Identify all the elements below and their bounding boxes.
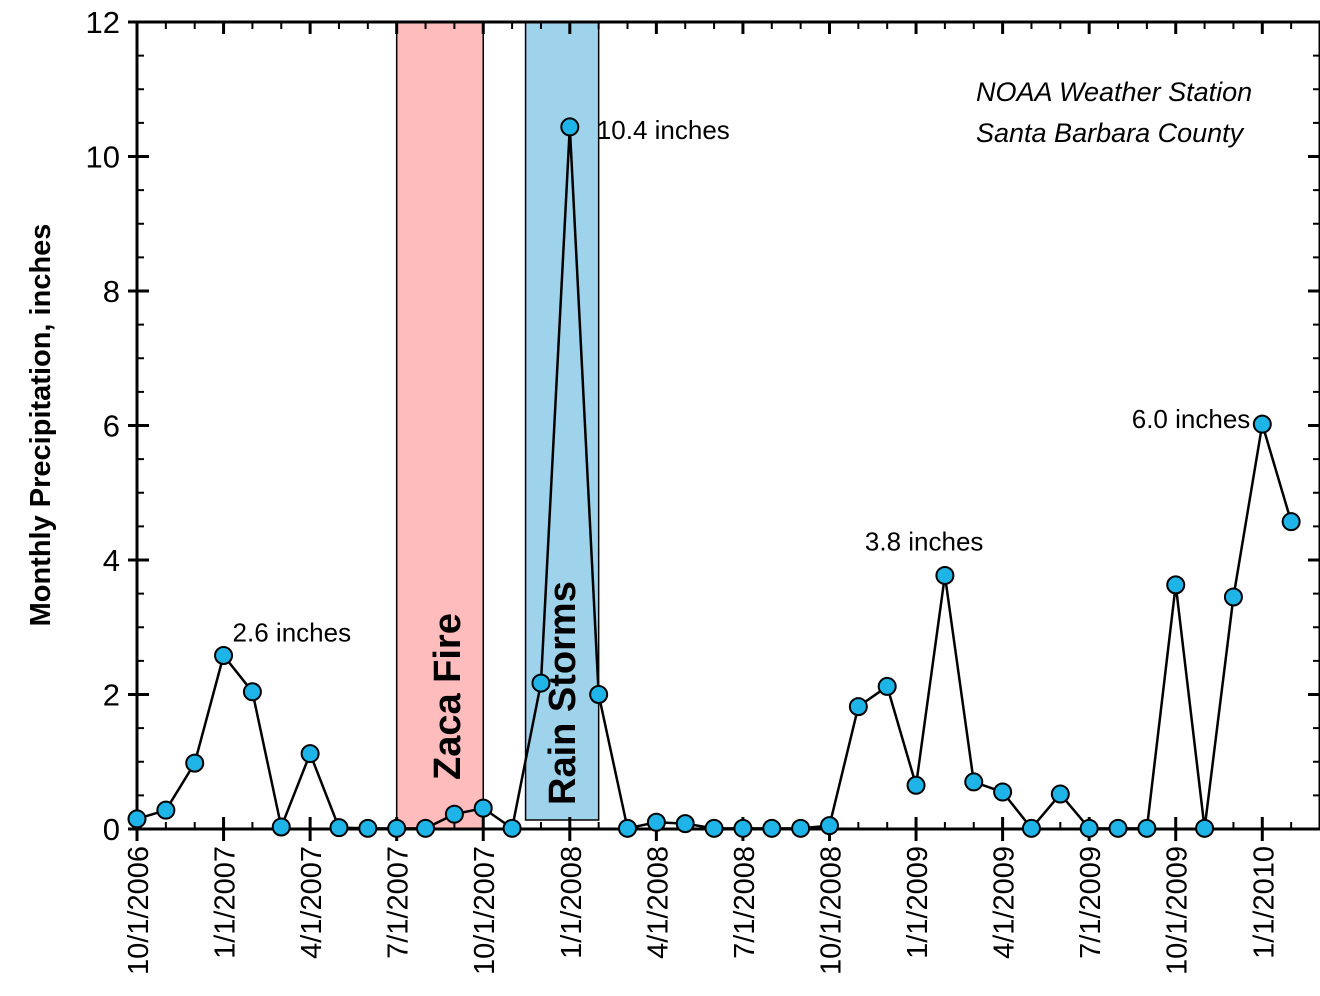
x-tick-label: 10/1/2006	[123, 846, 155, 975]
station-label: Santa Barbara County	[976, 118, 1245, 148]
data-point	[127, 809, 147, 829]
band-label: Zaca Fire	[427, 613, 469, 780]
data-point	[618, 818, 638, 838]
data-annotation: 6.0 inches	[1132, 404, 1251, 434]
y-tick-label: 6	[103, 409, 120, 444]
data-point	[1137, 818, 1157, 838]
y-axis-title: Monthly Precipitation, inches	[25, 224, 57, 627]
data-point	[1281, 512, 1301, 532]
data-point	[935, 565, 955, 585]
data-point	[791, 818, 811, 838]
data-point	[646, 812, 666, 832]
data-point	[993, 782, 1013, 802]
data-point	[387, 818, 407, 838]
data-point	[444, 804, 464, 824]
x-tick-label: 4/1/2009	[989, 846, 1021, 959]
data-point	[473, 798, 493, 818]
series-line	[136, 126, 1293, 832]
x-tick-label: 1/1/2008	[556, 846, 588, 959]
data-annotation: 3.8 inches	[865, 526, 984, 556]
station-label: NOAA Weather Station	[976, 77, 1252, 107]
y-tick-label: 0	[103, 812, 120, 847]
data-point	[848, 697, 868, 717]
band-label: Rain Storms	[542, 581, 584, 805]
axes: 0 2 4 6 8 10 12 10/1/2006 1/1/2007 4/1/2007 7/1/20…	[86, 5, 1320, 975]
x-tick-label: 7/1/2009	[1075, 846, 1107, 959]
data-point	[1252, 414, 1272, 434]
data-point	[1021, 818, 1041, 838]
x-tick-label: 10/1/2008	[815, 846, 847, 975]
x-tick-label: 10/1/2007	[469, 846, 501, 975]
y-tick-label: 4	[103, 543, 120, 578]
data-point	[560, 117, 580, 137]
x-tick-label: 7/1/2008	[729, 846, 761, 959]
data-point	[589, 685, 609, 704]
x-tick-label: 10/1/2009	[1162, 846, 1194, 975]
y-tick-label: 12	[86, 5, 120, 40]
data-point	[300, 744, 320, 764]
data-point	[1223, 587, 1243, 607]
data-point	[531, 673, 551, 693]
highlight-band	[395, 21, 484, 830]
data-series	[127, 117, 1301, 838]
x-tick-label: 1/1/2010	[1248, 846, 1280, 959]
data-point	[1166, 575, 1186, 595]
data-point	[906, 775, 926, 795]
data-point	[1050, 784, 1070, 804]
data-point	[819, 816, 839, 836]
x-tick-label: 7/1/2007	[383, 846, 415, 959]
chart-labels: Monthly Precipitation, inches 2.6 inches 1…	[25, 77, 1252, 805]
data-point	[271, 817, 291, 837]
y-tick-label: 10	[86, 140, 120, 175]
data-point	[358, 818, 378, 838]
data-point	[242, 682, 262, 702]
x-tick-label: 4/1/2007	[296, 846, 328, 959]
data-point	[704, 818, 724, 838]
data-point	[156, 800, 176, 820]
data-point	[185, 753, 205, 773]
data-point	[1079, 818, 1099, 838]
data-point	[214, 645, 234, 665]
data-annotation: 10.4 inches	[597, 115, 730, 145]
x-tick-label: 4/1/2008	[642, 846, 674, 959]
data-point	[877, 676, 897, 696]
data-point	[416, 818, 436, 838]
data-point	[733, 818, 753, 838]
data-point	[502, 818, 522, 838]
x-tick-label: 1/1/2007	[210, 846, 242, 959]
data-point	[675, 814, 695, 834]
data-point	[762, 818, 782, 838]
x-tick-label: 1/1/2009	[902, 846, 934, 959]
y-tick-label: 8	[103, 274, 120, 309]
y-tick-label: 2	[103, 678, 120, 713]
data-point	[329, 818, 349, 838]
data-point	[1195, 818, 1215, 838]
data-annotation: 2.6 inches	[233, 617, 352, 647]
data-point	[1108, 818, 1128, 838]
data-point	[964, 772, 984, 792]
